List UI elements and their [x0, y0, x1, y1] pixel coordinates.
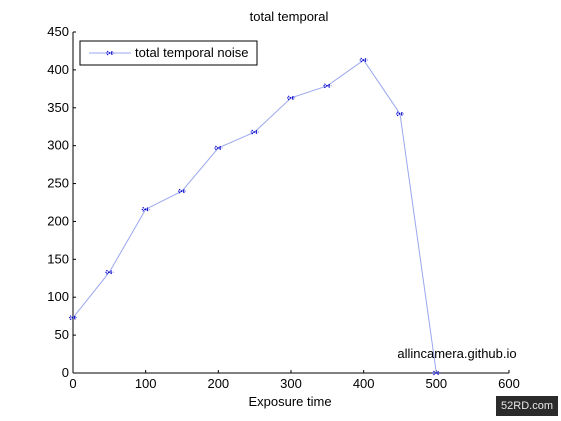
y-tick-label: 250 [47, 176, 69, 191]
annotation-text: allincamera.github.io [397, 346, 516, 361]
x-axis-label: Exposure time [248, 394, 331, 409]
x-tick-label: 300 [280, 376, 302, 391]
x-axis-ticks: 0 100 200 300 400 500 600 [69, 370, 520, 391]
data-point [287, 95, 295, 101]
y-axis-ticks: 0 50 100 150 200 250 300 350 400 450 [47, 24, 76, 380]
y-tick-label: 200 [47, 213, 69, 228]
data-point [359, 57, 368, 63]
x-tick-label: 100 [135, 376, 157, 391]
x-tick-label: 200 [207, 376, 229, 391]
y-tick-label: 50 [55, 327, 69, 342]
y-tick-label: 0 [62, 365, 69, 380]
watermark: 52RD.com [496, 396, 558, 416]
legend-marker [106, 50, 114, 56]
x-tick-label: 400 [353, 376, 375, 391]
data-point [396, 111, 404, 117]
y-tick-label: 350 [47, 100, 69, 115]
y-tick-label: 100 [47, 289, 69, 304]
y-tick-label: 450 [47, 24, 69, 39]
y-tick-label: 400 [47, 62, 69, 77]
series-layer [69, 57, 441, 376]
data-point [214, 145, 223, 151]
y-tick-label: 300 [47, 138, 69, 153]
chart-title: total temporal [250, 9, 329, 24]
plot-area [73, 32, 509, 373]
data-point [141, 206, 150, 212]
legend-marker-symbol [106, 50, 114, 56]
data-point [323, 83, 332, 89]
data-point [69, 315, 77, 321]
data-point [105, 269, 114, 275]
data-point [250, 129, 259, 135]
legend: total temporal noise [79, 40, 258, 66]
data-point [432, 370, 441, 376]
y-tick-label: 150 [47, 251, 69, 266]
x-tick-label: 0 [69, 376, 76, 391]
legend-label: total temporal noise [135, 45, 248, 60]
data-point [178, 188, 186, 194]
x-tick-label: 500 [425, 376, 447, 391]
x-tick-label: 600 [498, 376, 520, 391]
